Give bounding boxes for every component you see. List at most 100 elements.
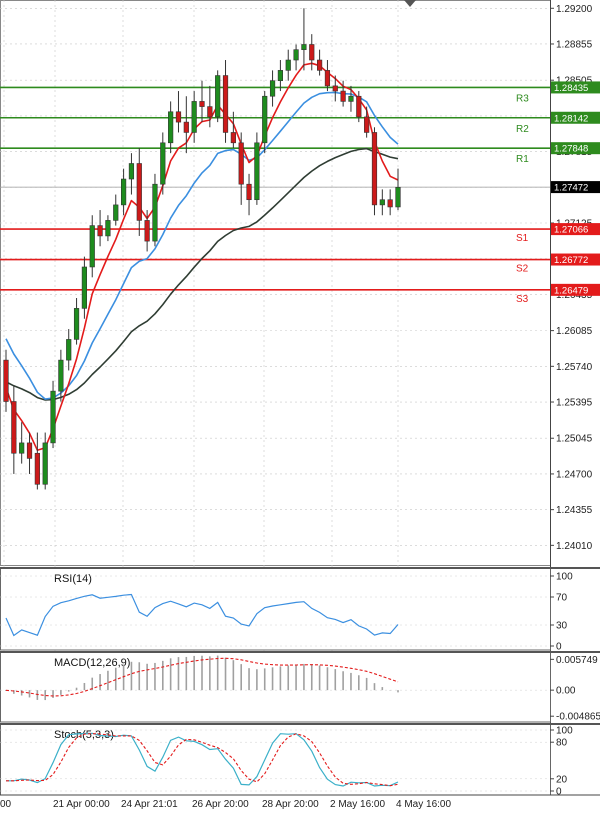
time-label: 2 May 16:00 <box>330 799 385 810</box>
candle-body <box>285 59 291 71</box>
candle-body <box>183 121 189 133</box>
candle-body <box>324 70 331 87</box>
price-tick-label: 1.25045 <box>556 434 593 445</box>
level-name-s3: S3 <box>516 294 529 305</box>
level-name-s2: S2 <box>516 264 529 275</box>
candle-body <box>128 163 135 180</box>
candle-body <box>348 95 354 102</box>
candle-body <box>371 132 378 206</box>
level-price-tag-s2: 1.26772 <box>554 255 588 266</box>
time-axis: 00 21 Apr 00:00 24 Apr 21:01 26 Apr 20:00 28… <box>0 794 600 810</box>
rsi-line <box>5 593 399 637</box>
candle-body <box>97 225 103 237</box>
candle-body <box>26 442 33 459</box>
level-price-tag-r1-bg <box>551 142 600 155</box>
candle-body <box>3 359 9 402</box>
level-price-tag-r3: 1.28435 <box>554 83 588 94</box>
candle-body <box>144 220 150 242</box>
price-tick-label: 1.24355 <box>556 505 593 516</box>
candle-body <box>340 90 346 102</box>
time-label: 21 Apr 00:00 <box>53 799 110 810</box>
candle-body <box>356 95 362 118</box>
candle-body <box>262 95 268 144</box>
candle-body <box>160 142 166 185</box>
level-name-r2: R2 <box>516 124 529 135</box>
candle-body <box>168 111 174 144</box>
candle-body <box>238 142 244 185</box>
price-tick-label: 1.26085 <box>556 326 593 337</box>
stoch-k-line <box>6 732 399 787</box>
indicator-tick-label: 0.00 <box>556 686 576 697</box>
level-price-tag-r3-bg <box>551 81 600 94</box>
time-label: 00 <box>0 799 12 810</box>
candle-body <box>42 442 48 485</box>
indicator-name: MACD(12,26,9) <box>54 657 130 669</box>
indicator-tick-label: 100 <box>556 726 573 737</box>
support-resistance-layer: R3 R2 R1 S1 S2 S3 <box>0 86 550 305</box>
level-name-s1: S1 <box>516 233 529 244</box>
price-tick-label: 1.24010 <box>556 541 593 552</box>
candle-body <box>136 163 142 221</box>
candle-body <box>269 80 276 97</box>
indicator-panel-frame <box>0 567 551 651</box>
price-tick-label: 1.28505 <box>556 76 593 87</box>
candle-body <box>175 111 182 123</box>
candle-body <box>364 116 370 133</box>
indicator-tick-label: 70 <box>556 593 568 604</box>
macd-signal-line <box>5 657 399 697</box>
candle-body <box>73 308 80 340</box>
candle-body <box>332 85 338 92</box>
indicator-tick-label: 30 <box>556 621 568 632</box>
price-tick-label: 1.24700 <box>556 469 593 480</box>
main-panel-frame <box>0 0 551 566</box>
candle-body <box>207 106 213 118</box>
indicator-tick-label: -0.004865 <box>556 712 600 723</box>
indicator-tick-label: 0 <box>556 787 562 798</box>
level-price-tag-r2-bg <box>551 111 600 124</box>
candle-body <box>191 101 197 133</box>
candle-body <box>387 199 393 208</box>
candle-body <box>293 49 299 61</box>
indicator-tick-label: 100 <box>556 572 573 583</box>
scroll-down-icon[interactable] <box>404 0 416 7</box>
time-label: 28 Apr 20:00 <box>262 799 319 810</box>
price-tags: 1.28435 1.28142 1.27848 1.27066 1.26772 1.264… <box>551 81 600 296</box>
price-tick-label: 1.25395 <box>556 398 593 409</box>
indicator-tick-label: 0 <box>556 642 562 653</box>
candle-body <box>215 75 221 118</box>
candle-body <box>379 199 385 206</box>
level-name-r1: R1 <box>516 154 529 165</box>
candlestick-layer <box>3 8 401 490</box>
level-price-tag-s1: 1.27066 <box>554 225 588 236</box>
candle-body <box>34 452 40 485</box>
level-price-tag-s3: 1.26479 <box>554 285 588 296</box>
candle-body <box>309 44 315 61</box>
candle-body <box>121 178 127 206</box>
time-label: 4 May 16:00 <box>396 799 451 810</box>
indicator-name: RSI(14) <box>54 573 92 585</box>
price-tick-label: 1.28855 <box>556 39 593 50</box>
candle-body <box>152 183 158 242</box>
candle-body <box>230 132 236 144</box>
candle-body <box>254 142 260 201</box>
time-label: 24 Apr 21:01 <box>121 799 178 810</box>
indicator-tick-label: 20 <box>556 774 568 785</box>
candle-body <box>301 44 307 50</box>
candle-body <box>66 339 72 361</box>
ma-slow-line <box>5 147 399 401</box>
level-name-r3: R3 <box>516 93 529 104</box>
level-price-tag-s2-bg <box>551 253 600 266</box>
indicator-tick-label: 0.005749 <box>556 655 598 666</box>
current-price-tag-bg <box>551 181 600 194</box>
candle-body <box>316 59 323 71</box>
indicator-tick-label: 80 <box>556 738 568 749</box>
candle-body <box>246 183 252 201</box>
candle-body <box>81 266 87 309</box>
candle-body <box>199 101 205 107</box>
candle-body <box>89 225 95 268</box>
indicator-name: Stoch(5,3,3) <box>54 729 114 741</box>
time-label: 26 Apr 20:00 <box>192 799 249 810</box>
indicator-panel-frame <box>0 651 551 723</box>
candle-body <box>113 204 119 221</box>
